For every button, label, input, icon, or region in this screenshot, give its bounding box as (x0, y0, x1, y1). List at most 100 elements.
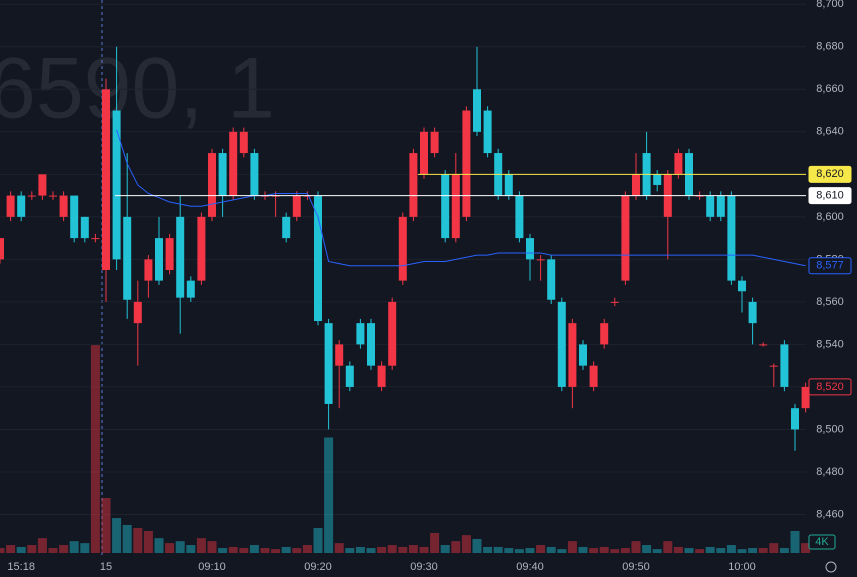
candle-body (292, 195, 301, 217)
candle-body (483, 110, 492, 154)
x-tick-label: 10:00 (728, 561, 756, 573)
candle-body (367, 323, 375, 366)
volume-tick-box (808, 534, 836, 550)
candle-body (727, 195, 736, 281)
y-tick-label: 8,460 (816, 508, 844, 520)
candle-body (345, 365, 354, 387)
volume-bar (345, 548, 355, 553)
volume-bar (37, 538, 47, 553)
candle-body (547, 259, 556, 300)
volume-bar (536, 545, 546, 553)
volume-bar (504, 548, 514, 553)
volume-tick-label: 4K (815, 536, 829, 548)
x-tick-label: 09:30 (410, 561, 438, 573)
y-tick-label: 8,560 (816, 296, 844, 308)
volume-bar (430, 532, 440, 553)
volume-bar (758, 548, 768, 553)
volume-bar (620, 548, 630, 553)
plot (0, 3, 811, 553)
candle-body (197, 216, 206, 281)
volume-bar (154, 538, 164, 553)
candle-body (632, 174, 640, 196)
candle-body (91, 238, 100, 240)
volume-bar (260, 548, 270, 553)
volume-bar (578, 546, 588, 553)
candle-body (314, 195, 322, 322)
volume-bar (377, 546, 387, 553)
candle-body (398, 216, 407, 281)
candle-body (420, 131, 428, 175)
x-tick-label: 09:20 (304, 561, 332, 573)
volume-bar (59, 545, 69, 553)
price-label: 8,610 (816, 189, 844, 201)
price-label-box (808, 257, 852, 275)
y-tick-label: 8,680 (816, 41, 844, 53)
candle-body (59, 195, 68, 217)
volume-bar (748, 548, 758, 553)
volume-bar (398, 546, 408, 553)
x-tick-label: 09:40 (516, 561, 544, 573)
volume-bar (514, 549, 524, 553)
candle-body (335, 344, 344, 366)
candle-body (49, 195, 57, 197)
volume-bar (779, 548, 789, 553)
settings-icon[interactable] (825, 561, 837, 573)
candle-body (6, 195, 15, 217)
candle-body (674, 153, 683, 175)
volume-bar (493, 546, 503, 553)
y-tick-label: 8,480 (816, 466, 844, 478)
candle-body (759, 344, 768, 346)
volume-bar (472, 538, 482, 553)
candle-body (112, 110, 121, 260)
volume-bar (175, 541, 185, 553)
candle-body (250, 153, 259, 196)
volume-bar (302, 545, 312, 553)
watermark: 6590, 1 (0, 41, 275, 137)
candle-body (589, 365, 598, 387)
volume-bar (525, 548, 535, 553)
candle-body (38, 174, 47, 196)
volume-bar (408, 545, 418, 553)
y-tick-label: 8,540 (816, 338, 844, 350)
candle-body (165, 238, 174, 270)
candle-body (409, 153, 418, 217)
candle-body (769, 365, 778, 367)
volume-bar (313, 527, 323, 553)
y-tick-label: 8,700 (816, 0, 844, 10)
volume-bar (546, 546, 556, 553)
volume-bar (642, 545, 652, 553)
candle-body (600, 323, 609, 345)
candle-body (324, 323, 333, 404)
candle-body (801, 386, 810, 409)
candle-body (526, 238, 534, 260)
volume-bar (90, 345, 100, 553)
volume-bar (48, 548, 58, 553)
candle-body (579, 344, 587, 366)
x-tick-label: 09:50 (622, 561, 650, 573)
volume-bar (218, 548, 228, 553)
candle-body (155, 238, 163, 281)
volume-bar (684, 548, 694, 553)
volume-bar (769, 543, 779, 553)
volume-bar (589, 548, 599, 553)
candle-body (80, 216, 89, 239)
y-tick-label: 8,600 (816, 211, 844, 223)
candle-body (738, 280, 746, 292)
volume-bar (631, 541, 641, 553)
candle-body (653, 174, 662, 185)
candle-body (27, 195, 36, 197)
vwap-line (116, 129, 806, 267)
volume-bar (292, 548, 302, 553)
candle-body (451, 174, 460, 239)
candle-body (515, 195, 524, 239)
candle-body (716, 195, 725, 217)
volume-bar (737, 549, 747, 553)
volume-bar (27, 545, 37, 553)
candle-body (70, 195, 79, 239)
volume-bar (483, 546, 493, 553)
volume-bar (228, 546, 238, 553)
candle-body (186, 280, 195, 298)
x-tick-label: 15 (100, 561, 112, 573)
